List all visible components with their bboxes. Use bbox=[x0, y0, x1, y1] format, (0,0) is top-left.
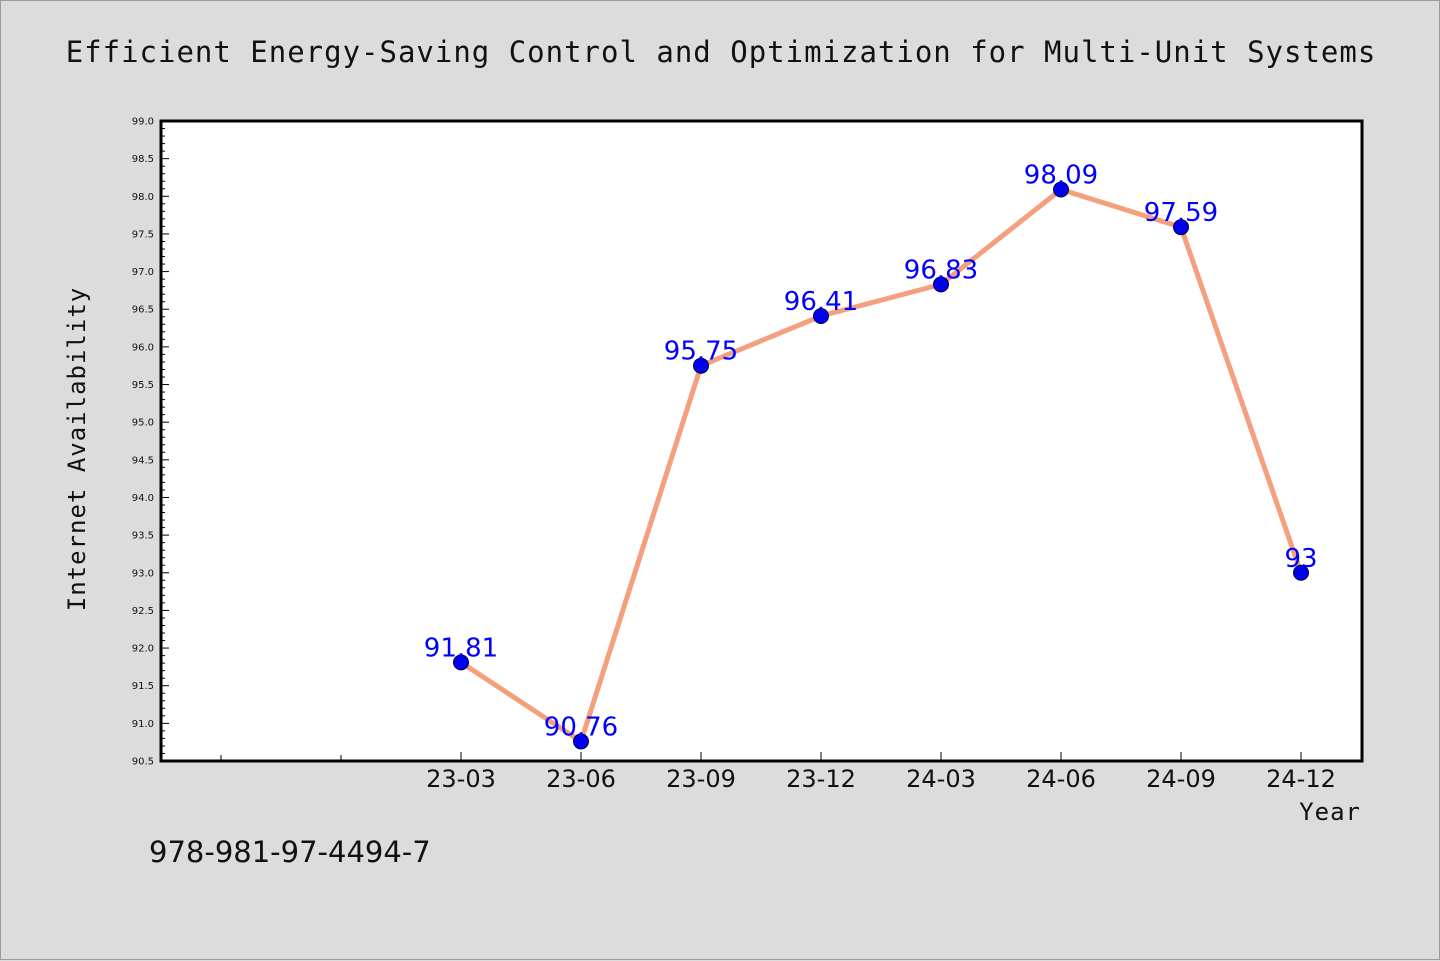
data-point bbox=[1053, 181, 1069, 198]
data-point bbox=[1173, 219, 1189, 236]
x-axis: 23-03 23-06 23-09 23-12 24-03 24-06 24-09 24-12 bbox=[220, 752, 1336, 793]
data-point bbox=[693, 357, 709, 374]
y-tick-label: 91.5 bbox=[132, 681, 154, 692]
plot-area bbox=[159, 119, 1364, 763]
x-tick-label: 23-12 bbox=[786, 765, 856, 793]
y-tick-label: 94.5 bbox=[132, 455, 154, 466]
data-label: 96.83 bbox=[904, 255, 978, 285]
series-line bbox=[459, 187, 1304, 744]
data-label: 93 bbox=[1284, 544, 1317, 574]
data-point bbox=[1293, 564, 1309, 581]
y-tick-label: 97.0 bbox=[132, 267, 154, 278]
data-label: 96.41 bbox=[784, 287, 858, 317]
y-tick-label: 98.0 bbox=[132, 192, 154, 203]
y-tick-label: 91.0 bbox=[132, 719, 154, 730]
y-tick-label: 93.5 bbox=[132, 531, 154, 542]
data-markers bbox=[453, 181, 1309, 750]
data-label: 91.81 bbox=[424, 633, 498, 663]
y-tick-label: 97.5 bbox=[132, 229, 154, 240]
y-tick-label: 96.5 bbox=[132, 305, 154, 316]
data-point bbox=[573, 733, 589, 750]
x-tick-label: 23-03 bbox=[426, 765, 496, 793]
y-tick-label: 95.0 bbox=[132, 418, 154, 429]
x-tick-label: 24-03 bbox=[906, 765, 976, 793]
x-tick-label: 23-06 bbox=[546, 765, 616, 793]
x-axis-label: Year bbox=[1299, 798, 1361, 826]
y-tick-label: 92.0 bbox=[132, 644, 154, 655]
x-tick-label: 23-09 bbox=[666, 765, 736, 793]
y-tick-label: 90.5 bbox=[132, 757, 154, 768]
series-line-group bbox=[459, 187, 1304, 744]
y-axis-label: Internet Availability bbox=[63, 287, 91, 611]
y-axis: 90.5 91.0 91.5 92.0 92.5 93.0 93.5 94.0 94.5 95.0… bbox=[132, 117, 169, 768]
y-tick-label: 96.0 bbox=[132, 342, 154, 353]
x-tick-label: 24-12 bbox=[1266, 765, 1336, 793]
x-tick-label: 24-09 bbox=[1146, 765, 1216, 793]
data-point bbox=[933, 276, 949, 293]
data-label: 98.09 bbox=[1024, 161, 1098, 191]
data-label: 97.59 bbox=[1144, 198, 1218, 228]
y-tick-label: 98.5 bbox=[132, 154, 154, 165]
data-labels: 91.81 90.76 95.75 96.41 96.83 98.09 97.59 93 bbox=[424, 161, 1318, 743]
x-tick-label: 24-06 bbox=[1026, 765, 1096, 793]
data-label: 95.75 bbox=[664, 337, 738, 367]
data-point bbox=[813, 308, 829, 325]
y-tick-label: 95.5 bbox=[132, 380, 154, 391]
chart-title: Efficient Energy-Saving Control and Opti… bbox=[65, 35, 1377, 69]
data-label: 90.76 bbox=[544, 712, 618, 742]
y-tick-label: 92.5 bbox=[132, 606, 154, 617]
y-tick-label: 99.0 bbox=[132, 117, 154, 128]
y-tick-label: 94.0 bbox=[132, 493, 154, 504]
y-tick-label: 93.0 bbox=[132, 568, 154, 579]
isbn-text: 978-981-97-4494-7 bbox=[149, 835, 431, 869]
data-point bbox=[453, 654, 469, 671]
